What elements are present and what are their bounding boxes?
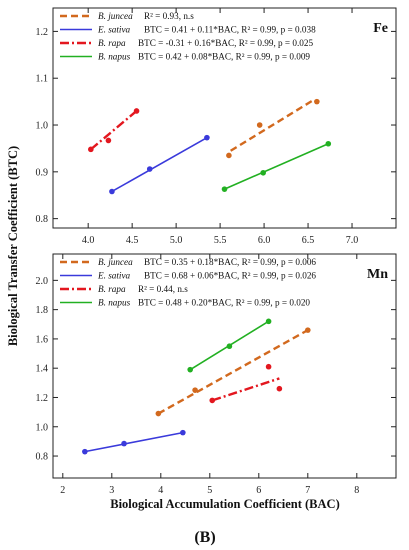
b-napus-data-point [265, 318, 272, 325]
b-juncea-data-point [305, 327, 311, 333]
x-tick-label: 2 [60, 485, 65, 496]
e-sativa-regression-line [84, 431, 184, 453]
b-rapa-legend-name: B. rapa [98, 284, 126, 294]
b-napus-data-point [260, 169, 266, 176]
e-sativa-legend-equation: BTC = 0.41 + 0.11*BAC, R² = 0.99, p = 0.… [144, 25, 316, 35]
b-juncea-regression-line [157, 329, 309, 415]
b-napus-legend-name: B. napus [98, 52, 131, 62]
y-tick-label: 0.8 [36, 452, 49, 463]
x-tick-label: 6 [256, 485, 261, 496]
x-tick-label: 4.5 [126, 235, 139, 246]
b-juncea-data-point [226, 152, 232, 159]
b-rapa-legend-equation: R² = 0.44, n.s [138, 284, 188, 294]
b-napus-legend-equation: BTC = 0.42 + 0.08*BAC, R² = 0.99, p = 0.… [138, 52, 310, 62]
figure-label: (B) [194, 529, 215, 546]
x-tick-label: 5.0 [170, 235, 183, 246]
b-rapa-data-point [133, 108, 140, 114]
e-sativa-data-point [180, 429, 186, 436]
b-napus-data-point [325, 140, 332, 147]
b-rapa-regression-line [90, 110, 138, 151]
b-juncea-data-point [314, 98, 320, 105]
e-sativa-data-point [204, 134, 210, 141]
x-tick-label: 5 [207, 485, 212, 496]
fe-panel: 4.0 4.5 5.0 5.5 6.0 6.5 7.0 0.8 0.9 1.0 1.1 1.2 Fe B.… [36, 7, 397, 246]
e-sativa-data-point [82, 448, 88, 455]
b-rapa-legend-equation: BTC = -0.31 + 0.16*BAC, R² = 0.99, p = 0… [138, 38, 313, 48]
b-juncea-data-point [155, 410, 162, 417]
b-rapa-legend-name: B. rapa [98, 38, 126, 48]
x-tick-label: 4.0 [82, 235, 95, 246]
plot-frame [52, 7, 397, 229]
b-napus-data-point [221, 186, 228, 192]
e-sativa-legend-name: E. sativa [97, 271, 131, 281]
b-juncea-data-point [256, 122, 263, 128]
panel-label: Fe [373, 21, 388, 36]
plot-frame [52, 253, 397, 479]
y-tick-label: 1.0 [36, 121, 49, 132]
b-rapa-data-point [209, 397, 216, 404]
e-sativa-data-point [121, 440, 127, 447]
b-napus-legend-name: B. napus [98, 298, 131, 308]
mn-panel: 2 3 4 5 6 7 8 0.8 1.0 1.2 1.4 1.6 1.8 2.0 Mn B. juncea B… [36, 253, 397, 496]
y-tick-label: 1.4 [36, 364, 49, 375]
x-tick-label: 6.0 [258, 235, 271, 246]
y-tick-label: 0.9 [36, 167, 49, 178]
e-sativa-data-point [146, 166, 153, 172]
e-sativa-legend-equation: BTC = 0.68 + 0.06*BAC, R² = 0.99, p = 0.… [144, 271, 316, 281]
y-tick-label: 1.2 [36, 27, 49, 38]
e-sativa-legend-name: E. sativa [97, 25, 131, 35]
b-juncea-data-point [192, 387, 198, 393]
b-rapa-data-point [265, 363, 272, 370]
b-juncea-regression-line [230, 99, 314, 152]
b-juncea-legend-name: B. juncea [98, 11, 133, 21]
x-tick-label: 6.5 [302, 235, 315, 246]
y-tick-label: 1.8 [36, 305, 49, 316]
y-tick-label: 2.0 [36, 276, 49, 287]
x-tick-label: 3 [109, 485, 114, 496]
y-tick-label: 1.0 [36, 422, 49, 433]
b-napus-data-point [187, 366, 193, 373]
y-tick-label: 1.2 [36, 393, 49, 404]
b-juncea-legend-equation: BTC = 0.35 + 0.18*BAC, R² = 0.99, p = 0.… [144, 257, 316, 267]
e-sativa-regression-line [111, 136, 208, 193]
x-tick-label: 5.5 [214, 235, 227, 246]
b-napus-legend-equation: BTC = 0.48 + 0.20*BAC, R² = 0.99, p = 0.… [138, 298, 310, 308]
x-axis-label: Biological Accumulation Coefficient (BAC… [110, 497, 340, 511]
b-rapa-data-point [105, 137, 112, 144]
x-tick-label: 4 [158, 485, 163, 496]
y-tick-label: 1.6 [36, 334, 49, 345]
e-sativa-data-point [109, 188, 115, 195]
y-tick-label: 1.1 [36, 74, 49, 85]
y-axis-label: Biological Transfer Coefficient (BTC) [6, 146, 20, 346]
b-rapa-data-point [276, 385, 283, 392]
b-juncea-legend-name: B. juncea [98, 257, 133, 267]
x-tick-label: 7 [305, 485, 310, 496]
x-tick-label: 7.0 [346, 235, 359, 246]
b-rapa-data-point [88, 146, 94, 153]
b-napus-data-point [226, 343, 233, 350]
b-juncea-legend-equation: R² = 0.93, n.s [144, 11, 194, 21]
y-tick-label: 0.8 [36, 214, 49, 225]
x-tick-label: 8 [354, 485, 359, 496]
b-rapa-regression-line [211, 377, 280, 402]
b-napus-regression-line [224, 143, 329, 190]
panel-label: Mn [367, 267, 388, 282]
